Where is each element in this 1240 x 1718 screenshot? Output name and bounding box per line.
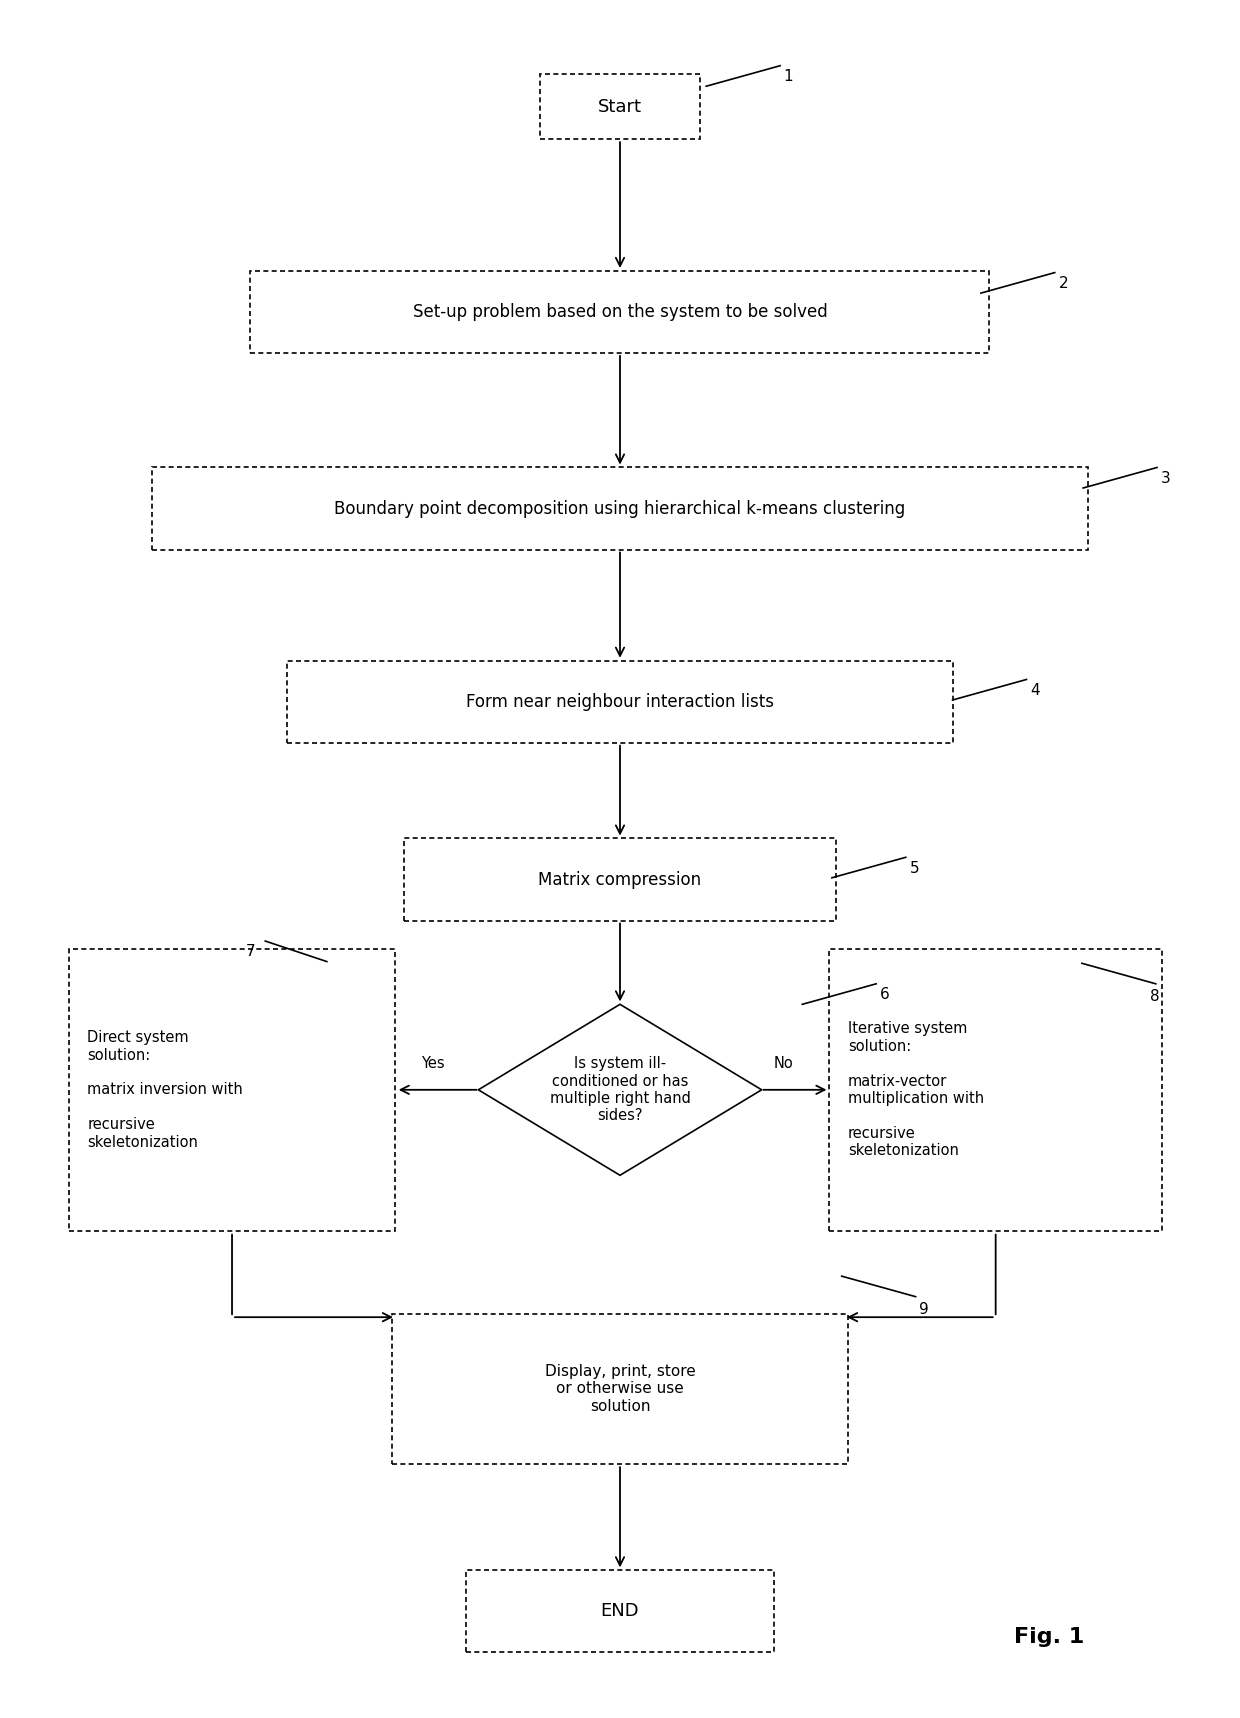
Text: 1: 1	[784, 69, 794, 84]
Polygon shape	[479, 1005, 761, 1175]
Text: Start: Start	[598, 98, 642, 115]
Text: 3: 3	[1161, 471, 1171, 486]
Text: No: No	[774, 1057, 794, 1070]
Text: Direct system
solution:

matrix inversion with

recursive
skeletonization: Direct system solution: matrix inversion…	[87, 1031, 243, 1149]
FancyBboxPatch shape	[288, 661, 952, 742]
FancyBboxPatch shape	[153, 467, 1087, 550]
Text: Is system ill-
conditioned or has
multiple right hand
sides?: Is system ill- conditioned or has multip…	[549, 1057, 691, 1124]
Text: Set-up problem based on the system to be solved: Set-up problem based on the system to be…	[413, 302, 827, 321]
Text: Display, print, store
or otherwise use
solution: Display, print, store or otherwise use s…	[544, 1364, 696, 1414]
Text: 6: 6	[880, 988, 889, 1002]
Text: 2: 2	[1059, 277, 1068, 290]
FancyBboxPatch shape	[466, 1570, 774, 1653]
Text: Yes: Yes	[420, 1057, 445, 1070]
Text: 5: 5	[909, 861, 919, 876]
Text: 9: 9	[919, 1302, 929, 1316]
FancyBboxPatch shape	[404, 838, 836, 921]
FancyBboxPatch shape	[539, 74, 701, 139]
Text: Matrix compression: Matrix compression	[538, 871, 702, 888]
Text: 7: 7	[246, 945, 255, 959]
FancyBboxPatch shape	[69, 948, 396, 1230]
FancyBboxPatch shape	[392, 1314, 848, 1464]
Text: Fig. 1: Fig. 1	[1014, 1627, 1085, 1648]
Text: 8: 8	[1149, 990, 1159, 1003]
FancyBboxPatch shape	[250, 271, 990, 352]
Text: 4: 4	[1030, 682, 1040, 698]
Text: END: END	[600, 1603, 640, 1620]
Text: Iterative system
solution:

matrix-vector
multiplication with

recursive
skeleto: Iterative system solution: matrix-vector…	[848, 1022, 985, 1158]
Text: Boundary point decomposition using hierarchical k-means clustering: Boundary point decomposition using hiera…	[335, 500, 905, 517]
Text: Form near neighbour interaction lists: Form near neighbour interaction lists	[466, 692, 774, 711]
FancyBboxPatch shape	[830, 948, 1162, 1230]
